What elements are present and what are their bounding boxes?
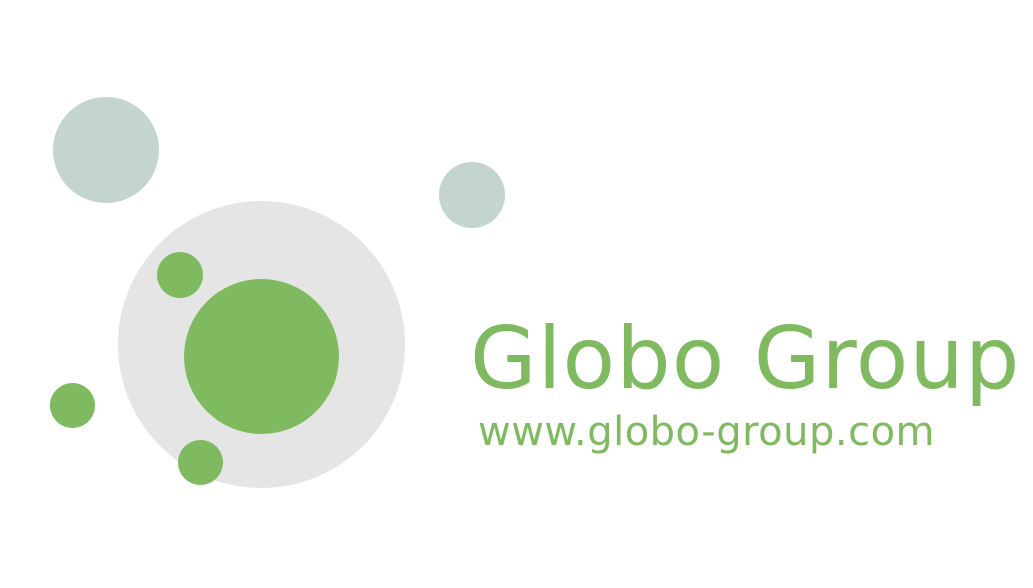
logo-circle-green-small-bottom <box>178 440 223 485</box>
brand-name: Globo Group <box>470 309 1021 409</box>
logo-circle-green-small-top <box>157 252 203 298</box>
logo-circle-sage-right <box>439 162 505 228</box>
wordmark: Globo Group www.globo-group.com <box>470 309 1021 455</box>
brand-url: www.globo-group.com <box>478 409 936 455</box>
logo-circle-green-small-left <box>50 383 95 428</box>
logo-circle-green-main <box>184 279 339 434</box>
logo-circle-sage-top-left <box>53 97 159 203</box>
